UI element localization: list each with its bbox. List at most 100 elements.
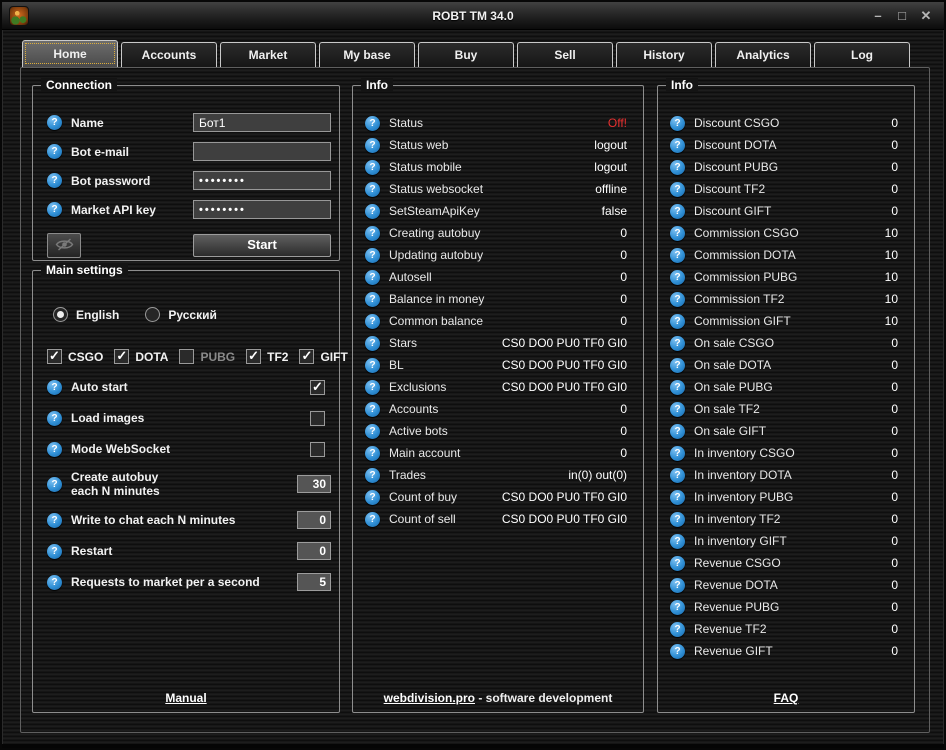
revenue-gift-label: Revenue GIFT	[694, 644, 773, 658]
help-icon[interactable]: ?	[365, 159, 380, 175]
start-button[interactable]: Start	[193, 234, 331, 257]
help-icon[interactable]: ?	[670, 291, 685, 307]
help-icon[interactable]: ?	[670, 137, 685, 153]
help-icon[interactable]: ?	[670, 203, 685, 219]
help-icon[interactable]: ?	[670, 159, 685, 175]
help-icon[interactable]: ?	[47, 476, 62, 492]
load-images-checkbox[interactable]	[310, 410, 325, 426]
help-icon[interactable]: ?	[47, 202, 62, 217]
help-icon[interactable]: ?	[670, 555, 685, 571]
help-icon[interactable]: ?	[365, 269, 380, 285]
bot-e-mail-input[interactable]	[193, 142, 331, 161]
status-label: Status	[389, 116, 424, 130]
info-row-bl: ? BL CS0 DO0 PU0 TF0 GI0	[353, 354, 643, 376]
game-checkbox-dota[interactable]: DOTA	[114, 348, 168, 364]
tab-accounts[interactable]: Accounts	[121, 42, 217, 67]
minimize-button[interactable]: –	[874, 7, 882, 23]
help-icon[interactable]: ?	[670, 423, 685, 439]
mode-websocket-checkbox[interactable]	[310, 441, 325, 457]
help-icon[interactable]: ?	[670, 379, 685, 395]
help-icon[interactable]: ?	[47, 173, 62, 188]
info-row-revenue-gift: ? Revenue GIFT 0	[658, 640, 914, 662]
help-icon[interactable]: ?	[365, 445, 380, 461]
help-icon[interactable]: ?	[365, 137, 380, 153]
help-icon[interactable]: ?	[670, 643, 685, 659]
help-icon[interactable]: ?	[670, 599, 685, 615]
help-icon[interactable]: ?	[670, 489, 685, 505]
faq-link[interactable]: FAQ	[773, 691, 799, 705]
tab-market[interactable]: Market	[220, 42, 316, 67]
help-icon[interactable]: ?	[47, 144, 62, 159]
balance-in-money-value: 0	[620, 292, 627, 306]
updating-autobuy-label: Updating autobuy	[389, 248, 484, 262]
auto-start-checkbox[interactable]	[310, 379, 325, 395]
manual-link[interactable]: Manual	[165, 691, 207, 705]
language-radio-русский[interactable]: Русский	[145, 307, 217, 322]
help-icon[interactable]: ?	[670, 335, 685, 351]
help-icon[interactable]: ?	[365, 225, 380, 241]
help-icon[interactable]: ?	[670, 181, 685, 197]
help-icon[interactable]: ?	[365, 401, 380, 417]
help-icon[interactable]: ?	[365, 379, 380, 395]
help-icon[interactable]: ?	[365, 335, 380, 351]
help-icon[interactable]: ?	[670, 357, 685, 373]
help-icon[interactable]: ?	[47, 379, 62, 395]
tab-buy[interactable]: Buy	[418, 42, 514, 67]
help-icon[interactable]: ?	[47, 410, 62, 426]
requests-to-market-per-a-second-input[interactable]	[297, 573, 331, 591]
write-to-chat-each-n-minutes-input[interactable]	[297, 511, 331, 529]
help-icon[interactable]: ?	[670, 247, 685, 263]
help-icon[interactable]: ?	[47, 512, 62, 528]
market-api-key-input[interactable]	[193, 200, 331, 219]
name-input[interactable]	[193, 113, 331, 132]
help-icon[interactable]: ?	[365, 357, 380, 373]
game-checkbox-tf2[interactable]: TF2	[246, 348, 289, 364]
tab-my-base[interactable]: My base	[319, 42, 415, 67]
help-icon[interactable]: ?	[670, 225, 685, 241]
info-row-in-inventory-gift: ? In inventory GIFT 0	[658, 530, 914, 552]
help-icon[interactable]: ?	[670, 467, 685, 483]
tab-log[interactable]: Log	[814, 42, 910, 67]
help-icon[interactable]: ?	[47, 543, 62, 559]
game-checkbox-csgo[interactable]: CSGO	[47, 348, 103, 364]
help-icon[interactable]: ?	[365, 467, 380, 483]
help-icon[interactable]: ?	[47, 115, 62, 130]
bot-password-input[interactable]	[193, 171, 331, 190]
help-icon[interactable]: ?	[47, 574, 62, 590]
restart-input[interactable]	[297, 542, 331, 560]
help-icon[interactable]: ?	[365, 489, 380, 505]
help-icon[interactable]: ?	[670, 445, 685, 461]
market-api-key-label: Market API key	[71, 202, 156, 217]
help-icon[interactable]: ?	[670, 621, 685, 637]
help-icon[interactable]: ?	[670, 577, 685, 593]
tab-history[interactable]: History	[616, 42, 712, 67]
help-icon[interactable]: ?	[365, 291, 380, 307]
help-icon[interactable]: ?	[670, 533, 685, 549]
help-icon[interactable]: ?	[670, 313, 685, 329]
help-icon[interactable]: ?	[365, 115, 380, 131]
webdivision-link[interactable]: webdivision.pro	[383, 691, 475, 705]
close-button[interactable]: ✕	[920, 7, 932, 23]
help-icon[interactable]: ?	[365, 423, 380, 439]
create-autobuy-each-n-minutes-input[interactable]	[297, 475, 331, 493]
help-icon[interactable]: ?	[670, 115, 685, 131]
tab-analytics[interactable]: Analytics	[715, 42, 811, 67]
game-label-tf2: TF2	[267, 349, 289, 364]
help-icon[interactable]: ?	[365, 181, 380, 197]
tab-home[interactable]: Home	[22, 40, 118, 67]
help-icon[interactable]: ?	[670, 511, 685, 527]
game-checkbox-gift[interactable]: GIFT	[299, 348, 348, 364]
help-icon[interactable]: ?	[670, 401, 685, 417]
show-password-button[interactable]	[47, 233, 81, 258]
language-radio-english[interactable]: English	[53, 307, 119, 322]
help-icon[interactable]: ?	[365, 247, 380, 263]
tab-sell[interactable]: Sell	[517, 42, 613, 67]
maximize-button[interactable]: □	[898, 7, 906, 23]
info-row-discount-gift: ? Discount GIFT 0	[658, 200, 914, 222]
help-icon[interactable]: ?	[47, 441, 62, 457]
help-icon[interactable]: ?	[670, 269, 685, 285]
game-checkbox-pubg[interactable]: PUBG	[179, 349, 235, 364]
help-icon[interactable]: ?	[365, 203, 380, 219]
help-icon[interactable]: ?	[365, 313, 380, 329]
help-icon[interactable]: ?	[365, 511, 380, 527]
